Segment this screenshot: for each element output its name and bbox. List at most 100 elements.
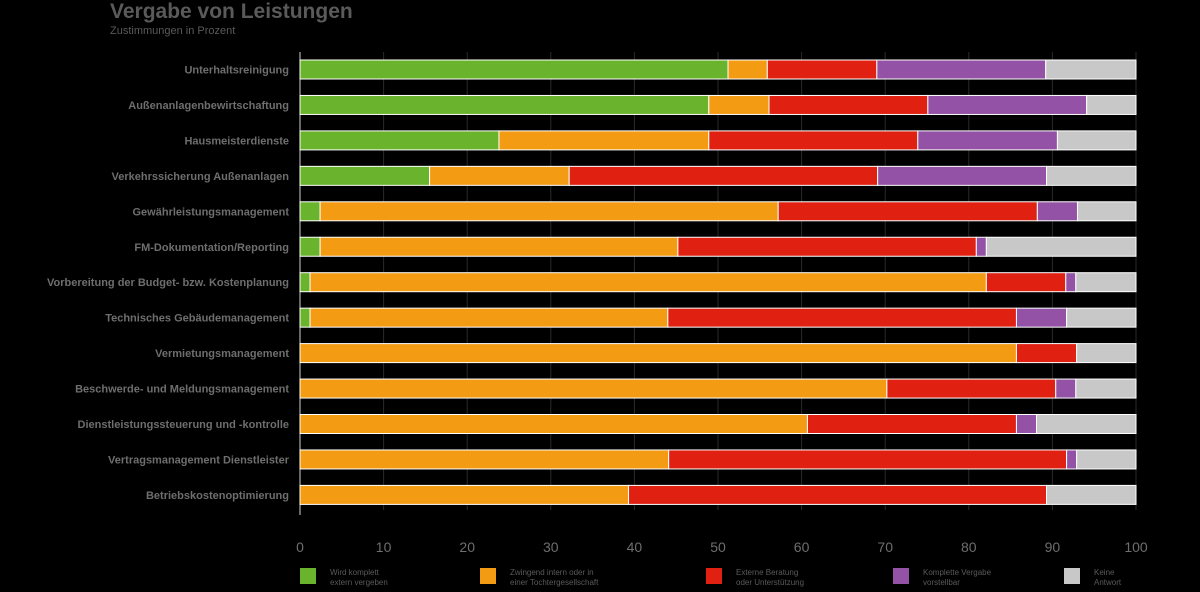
bar-segment [1036, 414, 1137, 434]
bar-segment [498, 130, 710, 151]
bar-segment [708, 130, 919, 151]
bar-segment [1066, 307, 1137, 328]
legend-swatch [300, 568, 316, 584]
x-tick-label: 0 [296, 539, 304, 555]
bar-segment [1015, 307, 1068, 328]
legend-label: Zwingend intern oder in [510, 568, 594, 577]
bar-segment [886, 378, 1057, 399]
bar-segment [1036, 201, 1078, 222]
bar-segment [628, 484, 1048, 505]
bar-segment [299, 94, 710, 115]
bar-segment [429, 165, 570, 186]
bar-segment [1076, 449, 1137, 470]
bar-segment [768, 94, 929, 115]
legend-label: oder Unterstützung [736, 578, 804, 587]
bar-segment [727, 59, 768, 80]
bar-segment [1046, 484, 1137, 505]
bar-segment [806, 414, 1017, 434]
category-label: Beschwerde- und Meldungsmanagement [75, 384, 289, 396]
legend-label: Wird komplett [330, 568, 380, 577]
bar-segment [1076, 201, 1137, 222]
category-label: Vertragsmanagement Dienstleister [108, 454, 290, 466]
category-label: Hausmeisterdienste [184, 135, 289, 147]
legend-swatch [480, 568, 496, 584]
legend-label: Keine [1094, 568, 1115, 577]
legend-label: Externe Beratung [736, 568, 798, 577]
legend-swatch [706, 568, 722, 584]
bar-segment [299, 236, 321, 257]
bar-segment [1076, 343, 1137, 364]
bars [299, 59, 1137, 505]
bar-segment [766, 59, 878, 80]
legend-swatch [1064, 568, 1080, 584]
category-label: Unterhaltsreinigung [184, 65, 289, 77]
bar-segment [299, 201, 321, 222]
bar-segment [309, 272, 987, 293]
legend-label: extern vergeben [330, 578, 388, 587]
x-tick-label: 90 [1045, 539, 1061, 555]
x-axis: 0 10 20 30 40 50 60 70 80 90 100 [296, 539, 1148, 555]
x-tick-label: 30 [543, 539, 559, 555]
bar-segment [299, 130, 500, 151]
legend-swatch [893, 568, 909, 584]
bar-segment [299, 272, 311, 293]
bar-segment [677, 236, 977, 257]
bar-segment [299, 343, 1017, 364]
chart-subtitle: Zustimmungen in Prozent [110, 25, 236, 37]
x-tick-label: 10 [376, 539, 392, 555]
bar-segment [777, 201, 1038, 222]
category-label: Vermietungsmanagement [155, 348, 289, 360]
legend-label: Komplette Vergabe [923, 568, 992, 577]
bar-segment [299, 484, 630, 505]
category-label: FM-Dokumentation/Reporting [134, 242, 289, 254]
bar-segment [975, 236, 987, 257]
bar-segment [299, 449, 670, 470]
category-label: Außenanlagenbewirtschaftung [128, 100, 289, 112]
x-tick-label: 50 [710, 539, 726, 555]
x-tick-label: 70 [877, 539, 893, 555]
bar-segment [1075, 272, 1137, 293]
bar-segment [568, 165, 879, 186]
legend-label: Antwort [1094, 578, 1122, 587]
bar-segment [1015, 343, 1078, 364]
category-label: Vorbereitung der Budget- bzw. Kostenplan… [47, 277, 289, 289]
category-labels: Unterhaltsreinigung Außenanlagenbewirtsch… [47, 65, 290, 502]
bar-segment [299, 165, 431, 186]
category-label: Verkehrssicherung Außenanlagen [112, 171, 290, 183]
x-tick-label: 20 [459, 539, 475, 555]
x-tick-label: 100 [1124, 539, 1148, 555]
bar-segment [299, 414, 808, 434]
category-label: Betriebskostenoptimierung [146, 490, 289, 502]
bar-segment [1056, 130, 1137, 151]
bar-segment [1066, 449, 1078, 470]
bar-segment [319, 201, 779, 222]
bar-segment [917, 130, 1058, 151]
bar-segment [299, 307, 311, 328]
bar-segment [299, 59, 729, 80]
bar-segment [985, 272, 1067, 293]
legend-label: vorstellbar [923, 578, 960, 587]
category-label: Technisches Gebäudemanagement [105, 313, 289, 325]
bar-segment [708, 94, 770, 115]
bar-segment [1065, 272, 1077, 293]
bar-segment [668, 449, 1068, 470]
bar-segment [1015, 414, 1038, 434]
bar-segment [877, 165, 1048, 186]
bar-segment [1055, 378, 1077, 399]
bar-segment [927, 94, 1088, 115]
x-tick-label: 40 [627, 539, 643, 555]
category-label: Dienstleistungssteuerung und -kontrolle [78, 419, 289, 431]
category-label: Gewährleistungsmanagement [133, 206, 290, 218]
bar-segment [876, 59, 1047, 80]
legend-label: einer Tochtergesellschaft [510, 578, 599, 587]
bar-segment [1086, 94, 1137, 115]
bar-segment [309, 307, 669, 328]
bar-segment [985, 236, 1137, 257]
x-tick-label: 80 [961, 539, 977, 555]
bar-segment [319, 236, 679, 257]
bar-segment [1046, 165, 1137, 186]
bar-segment [1075, 378, 1137, 399]
chart-title: Vergabe von Leistungen [110, 0, 353, 23]
